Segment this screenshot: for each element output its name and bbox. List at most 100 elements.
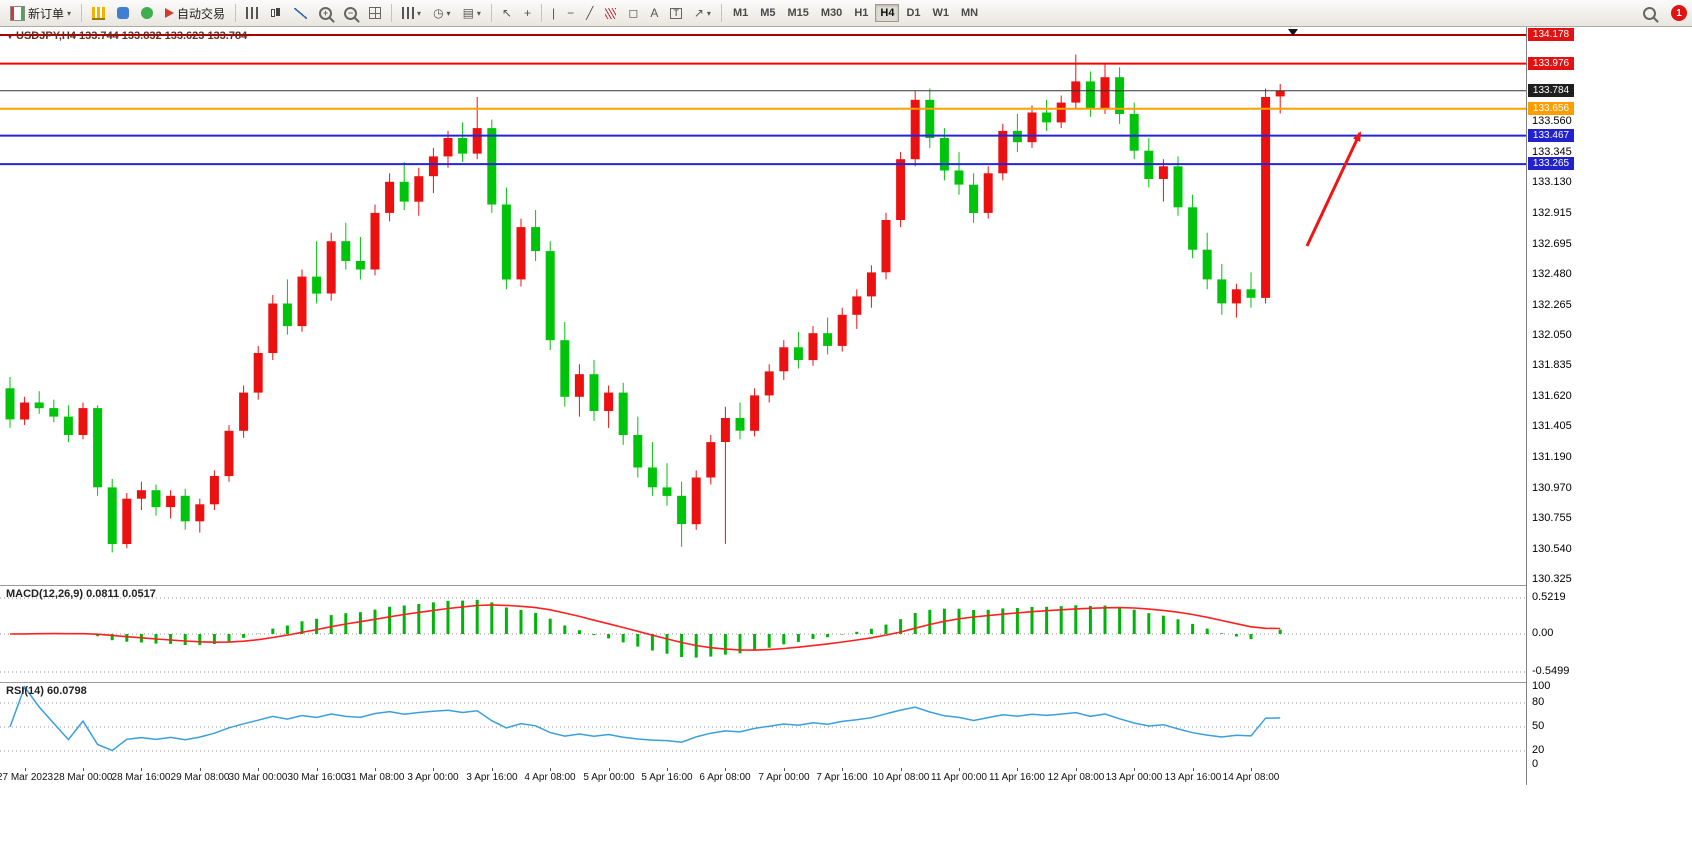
search-button[interactable]	[1638, 2, 1661, 24]
time-tick	[725, 768, 726, 771]
time-label: 13 Apr 16:00	[1164, 772, 1222, 783]
rsi-scale-tick: 0	[1532, 758, 1539, 770]
profile-icon	[117, 7, 130, 19]
time-axis[interactable]: 27 Mar 2023 28 Mar 00:00 28 Mar 16:00 29 Ma…	[0, 768, 1526, 785]
crosshair-icon: +	[523, 6, 531, 20]
new-chart-button[interactable]: ▾	[397, 2, 426, 24]
rsi-scale-tick: 80	[1532, 696, 1545, 708]
ohlc-bars-icon	[246, 7, 259, 19]
time-label: 7 Apr 00:00	[758, 772, 810, 783]
macd-scale-tick: 0.5219	[1532, 591, 1566, 603]
cursor-tool-button[interactable]: ↖	[497, 2, 517, 24]
arrows-tool-button[interactable]: ↗ ▾	[689, 2, 716, 24]
price-tick: 130.325	[1532, 573, 1572, 585]
time-tick	[1193, 768, 1194, 771]
time-label: 31 Mar 08:00	[345, 772, 405, 783]
price-axis[interactable]: 133.560 133.345 133.130 132.915 132.695 132.4…	[1526, 27, 1692, 785]
time-tick	[492, 768, 493, 771]
timeframe-d1[interactable]: D1	[901, 4, 925, 22]
trendline-tool-button[interactable]: ╱	[581, 2, 598, 24]
template-icon: ▤	[462, 6, 474, 20]
cursor-icon: ↖	[501, 6, 512, 20]
timeframe-m1[interactable]: M1	[728, 4, 753, 22]
timeframe-m5[interactable]: M5	[755, 4, 780, 22]
price-tag: 133.656	[1528, 102, 1574, 115]
chevron-down-icon: ▾	[67, 8, 72, 18]
time-tick	[83, 768, 84, 771]
timeframe-mn[interactable]: MN	[956, 4, 983, 22]
candlestick-icon	[270, 7, 282, 19]
timeframe-m30[interactable]: M30	[816, 4, 847, 22]
timeframe-w1[interactable]: W1	[928, 4, 955, 22]
price-tag: 133.784	[1528, 84, 1574, 97]
bar-chart-type-button[interactable]	[241, 2, 263, 24]
time-label: 11 Apr 16:00	[989, 772, 1045, 783]
price-tag: 133.265	[1528, 157, 1574, 170]
time-tick	[1251, 768, 1252, 771]
time-tick	[550, 768, 551, 771]
tile-windows-icon	[369, 7, 382, 19]
time-tick	[1017, 768, 1018, 771]
time-label: 12 Apr 08:00	[1047, 772, 1105, 783]
templates-button[interactable]: ▤ ▾	[458, 2, 486, 24]
line-chart-type-button[interactable]	[289, 2, 312, 24]
crosshair-tool-button[interactable]: +	[519, 2, 536, 24]
market-watch-button[interactable]	[136, 2, 158, 24]
time-label: 4 Apr 08:00	[524, 772, 576, 783]
chart-title-text: USDJPY,H4 133.744 133.832 133.623 133.78…	[16, 30, 248, 42]
timeframe-m15[interactable]: M15	[783, 4, 814, 22]
toolbar-separator	[81, 4, 83, 22]
price-tick: 132.695	[1532, 238, 1572, 250]
profiles-button[interactable]	[112, 2, 134, 24]
auto-trading-button[interactable]: 自动交易	[160, 2, 230, 24]
price-tick: 130.540	[1532, 543, 1572, 555]
tile-windows-button[interactable]	[364, 2, 386, 24]
rsi-scale-tick: 50	[1532, 720, 1545, 732]
text-tool-icon: A	[650, 6, 659, 20]
charts-window-button[interactable]	[87, 2, 110, 24]
price-chart[interactable]	[0, 27, 1526, 585]
time-tick	[901, 768, 902, 771]
rsi-label: RSI(14) 60.0798	[6, 685, 87, 697]
label-tool-button[interactable]: T	[665, 2, 687, 24]
macd-scale-tick: -0.5499	[1532, 665, 1570, 677]
chart-title: ▾ USDJPY,H4 133.744 133.832 133.623 133.…	[8, 30, 247, 42]
price-tick: 133.560	[1532, 115, 1572, 127]
zoom-out-icon: −	[344, 6, 358, 20]
timeframe-h1[interactable]: H1	[849, 4, 873, 22]
line-chart-icon	[294, 7, 308, 19]
text-tool-button[interactable]: A	[645, 2, 663, 24]
panel-separator	[0, 585, 1692, 586]
macd-panel[interactable]	[0, 585, 1526, 682]
toolbar-separator	[541, 4, 542, 22]
horizontal-line-tool-button[interactable]: −	[562, 2, 579, 24]
time-label: 6 Apr 08:00	[699, 772, 751, 783]
new-order-icon	[10, 5, 25, 21]
rsi-panel[interactable]	[0, 682, 1526, 768]
macd-scale-tick: 0.00	[1532, 627, 1554, 639]
time-label: 30 Mar 16:00	[287, 772, 347, 783]
chevron-down-icon: ▾	[417, 8, 422, 18]
shapes-tool-button[interactable]: ◻	[623, 2, 643, 24]
time-label: 30 Mar 00:00	[228, 772, 288, 783]
zoom-out-button[interactable]: −	[339, 2, 362, 24]
time-label: 14 Apr 08:00	[1222, 772, 1280, 783]
notification-badge[interactable]: 1	[1671, 5, 1687, 21]
candlestick-type-button[interactable]	[265, 2, 287, 24]
time-tick	[842, 768, 843, 771]
new-order-button[interactable]: 新订单 ▾	[5, 2, 76, 24]
periods-button[interactable]: ◷ ▾	[428, 2, 456, 24]
main-toolbar: 新订单 ▾ 自动交易 + − ▾ ◷ ▾ ▤ ▾ ↖ + | − ╱ ◻ A T ↗…	[0, 0, 1692, 27]
chart-window: ▾ USDJPY,H4 133.744 133.832 133.623 133.…	[0, 27, 1692, 785]
price-tag: 133.467	[1528, 129, 1574, 142]
time-label: 7 Apr 16:00	[816, 772, 868, 783]
fibonacci-tool-button[interactable]	[600, 2, 621, 24]
timeframe-h4[interactable]: H4	[875, 4, 900, 22]
time-tick	[784, 768, 785, 771]
trendline-icon: ╱	[586, 6, 594, 20]
bar-chart-yellow-icon	[92, 6, 106, 20]
zoom-in-button[interactable]: +	[314, 2, 337, 24]
vertical-line-tool-button[interactable]: |	[547, 2, 560, 24]
price-tick: 132.050	[1532, 329, 1572, 341]
time-tick	[141, 768, 142, 771]
